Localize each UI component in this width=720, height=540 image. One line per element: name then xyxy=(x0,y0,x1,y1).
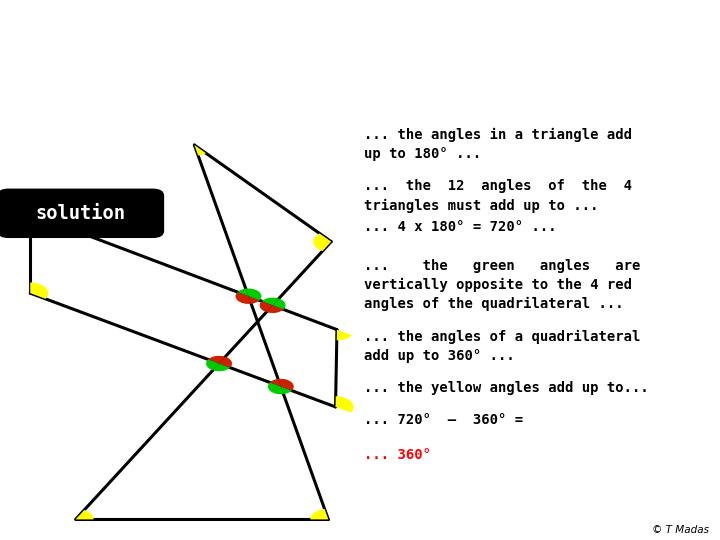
Wedge shape xyxy=(337,329,352,340)
Wedge shape xyxy=(313,233,331,251)
Text: ...    the   green   angles   are
vertically opposite to the 4 red
angles of the: ... the green angles are vertically oppo… xyxy=(364,259,640,311)
Wedge shape xyxy=(266,305,284,313)
Wedge shape xyxy=(270,379,281,387)
Text: ... 720°  –  360° =: ... 720° – 360° = xyxy=(364,413,523,427)
Wedge shape xyxy=(206,360,219,370)
Wedge shape xyxy=(336,396,354,413)
Wedge shape xyxy=(273,299,286,309)
Wedge shape xyxy=(213,363,230,371)
Text: ... 4 x 180° = 720° ...: ... 4 x 180° = 720° ... xyxy=(364,220,557,234)
Text: ... 360°: ... 360° xyxy=(364,448,431,462)
Text: Four lines cross each other as shown in the diagram below.
Four triangles are cr: Four lines cross each other as shown in … xyxy=(13,3,571,87)
Wedge shape xyxy=(76,510,94,519)
Text: ... the angles of a quadrilateral
add up to 360° ...: ... the angles of a quadrilateral add up… xyxy=(364,329,640,363)
Wedge shape xyxy=(268,382,284,394)
Text: ...  the  12  angles  of  the  4
triangles must add up to ...: ... the 12 angles of the 4 triangles mus… xyxy=(364,179,631,213)
Wedge shape xyxy=(194,145,206,156)
Wedge shape xyxy=(248,296,259,304)
Wedge shape xyxy=(246,288,261,300)
Wedge shape xyxy=(235,292,251,304)
Text: © T Madas: © T Madas xyxy=(652,525,709,535)
Wedge shape xyxy=(278,379,294,390)
Wedge shape xyxy=(219,357,232,368)
Text: ... the angles in a triangle add
up to 180° ...: ... the angles in a triangle add up to 1… xyxy=(364,128,631,161)
Wedge shape xyxy=(261,298,279,305)
Wedge shape xyxy=(30,282,48,299)
Wedge shape xyxy=(208,356,225,363)
Wedge shape xyxy=(281,387,292,394)
Text: ... the yellow angles add up to...: ... the yellow angles add up to... xyxy=(364,381,648,395)
Wedge shape xyxy=(260,301,273,312)
Text: solution: solution xyxy=(36,204,126,223)
Wedge shape xyxy=(238,289,248,296)
Wedge shape xyxy=(30,214,45,225)
FancyBboxPatch shape xyxy=(0,189,163,238)
Wedge shape xyxy=(310,509,328,519)
